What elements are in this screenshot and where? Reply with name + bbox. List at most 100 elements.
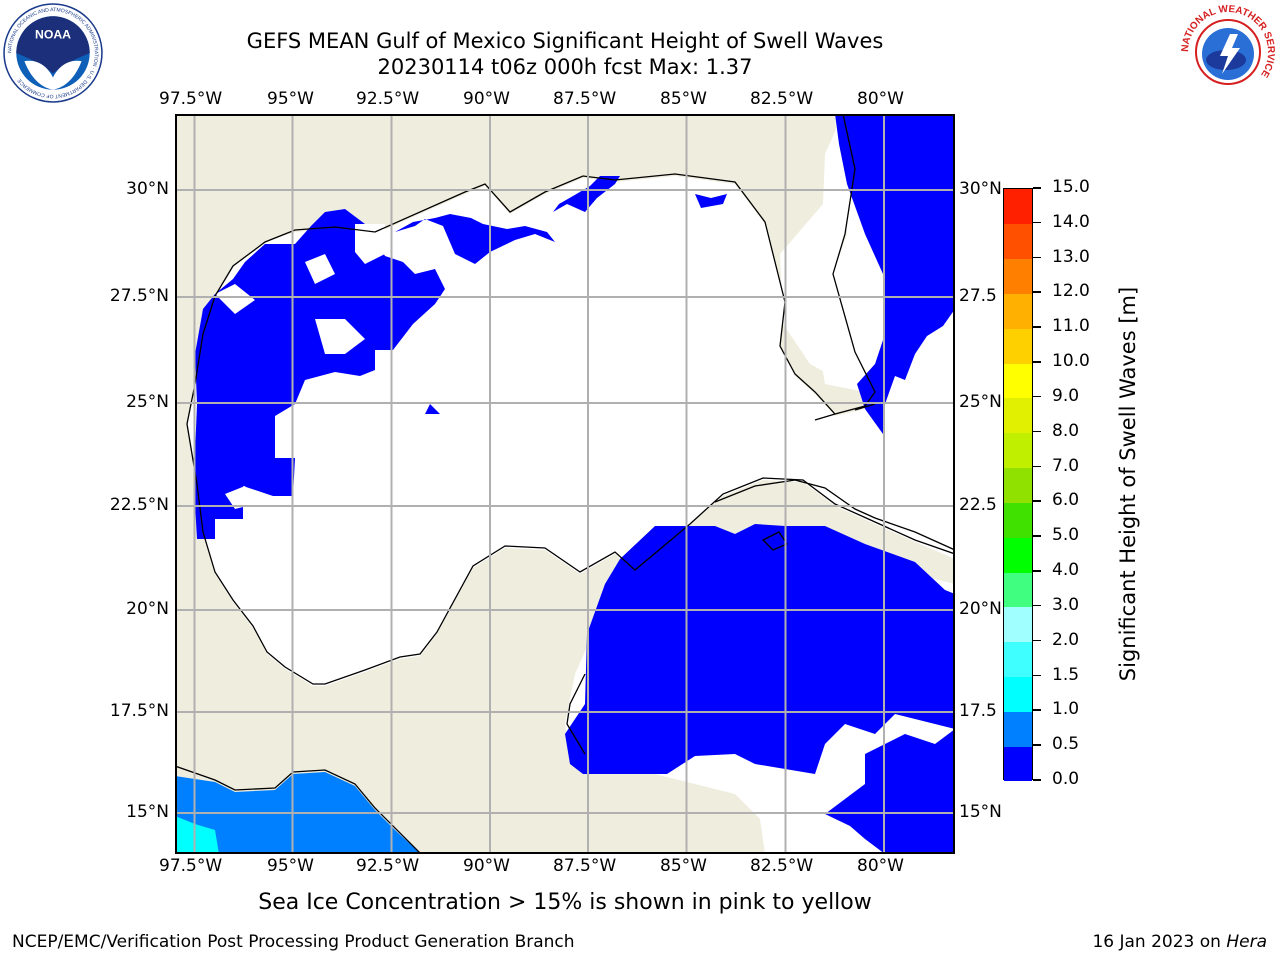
nws-logo: NATIONAL WEATHER SERVICE [1180,4,1276,100]
colorbar-tick-label: 11.0 [1052,316,1090,337]
lon-label-bottom-85w: 85°W [660,856,707,876]
footer-host: Hera [1226,932,1267,952]
lat-label-right-25n: 25°N [959,392,1002,412]
colorbar-segment [1004,328,1032,364]
lon-label-top-82.5w: 82.5°W [750,89,814,109]
graticule [175,114,955,854]
colorbar-tick [1033,361,1041,363]
colorbar-tick-label: 5.0 [1052,525,1080,546]
colorbar-tick [1033,500,1041,502]
lat-label-left-15n: 15°N [126,802,169,822]
lat-label-right-30n: 30°N [959,179,1002,199]
colorbar-tick-label: 0.5 [1052,734,1080,755]
colorbar-title: Significant Height of Swell Waves [m] [1116,286,1140,682]
colorbar-tick [1033,430,1041,433]
colorbar-segment [1004,502,1032,538]
colorbar-tick-label: 9.0 [1052,385,1080,406]
gulf-map [175,114,955,854]
lon-label-bottom-87.5w: 87.5°W [553,856,617,876]
colorbar-segment [1004,432,1032,469]
lat-label-left-20n: 20°N [126,599,169,619]
colorbar-tick [1033,639,1041,642]
colorbar-tick [1033,744,1041,746]
colorbar-tick-label: 3.0 [1052,594,1080,615]
colorbar-tick [1033,535,1041,537]
lon-label-top-80w: 80°W [857,89,904,109]
chart-title: GEFS MEAN Gulf of Mexico Significant Hei… [246,29,884,53]
colorbar-segment [1004,746,1032,782]
colorbar-segment [1004,363,1032,399]
colorbar-tick-label: 15.0 [1052,177,1090,197]
colorbar-segment [1004,258,1032,294]
colorbar-segment [1004,467,1032,503]
colorbar-tick-label: 1.5 [1052,664,1080,685]
colorbar-segment [1004,223,1032,260]
colorbar-segment [1004,606,1032,643]
lon-label-top-90w: 90°W [463,89,510,109]
colorbar-segment [1004,676,1032,712]
colorbar-segment [1004,641,1032,678]
colorbar-tick-label: 14.0 [1052,211,1090,232]
colorbar-tick [1033,604,1041,607]
colorbar-tick-label: 0.0 [1052,769,1080,789]
lat-label-left-27.5n: 27.5°N [109,286,169,306]
colorbar-tick [1033,221,1041,224]
noaa-logo: NOAA NATIONAL OCEANIC AND ATMOSPHERIC AD… [3,3,103,103]
colorbar-tick [1033,674,1041,677]
colorbar-segment [1004,189,1032,225]
swell-holes [215,224,385,509]
lon-label-top-92.5w: 92.5°W [356,89,420,109]
colorbar-tick-label: 8.0 [1052,420,1080,441]
chart-subtitle: 20230114 t06z 000h fcst Max: 1.37 [377,55,753,79]
colorbar-tick [1033,465,1041,468]
lon-label-bottom-82.5w: 82.5°W [750,856,814,876]
lon-label-top-85w: 85°W [660,89,707,109]
lon-label-bottom-80w: 80°W [857,856,904,876]
colorbar-tick [1033,709,1041,711]
colorbar-tick-label: 6.0 [1052,490,1080,511]
colorbar-tick-label: 13.0 [1052,246,1090,267]
lat-label-left-17.5n: 17.5°N [109,701,169,721]
colorbar-tick [1033,779,1041,781]
lat-label-right-15n: 15°N [959,802,1002,822]
lat-label-right-20n: 20°N [959,599,1002,619]
colorbar-segment [1004,537,1032,573]
colorbar-tick [1033,291,1041,293]
colorbar-segment [1004,293,1032,329]
lon-label-bottom-90w: 90°W [463,856,510,876]
lat-label-right-22.5n: 22.5 [959,495,997,515]
colorbar-tick [1033,187,1041,189]
colorbar-tick-label: 4.0 [1052,560,1080,581]
lat-label-right-17.5n: 17.5 [959,701,997,721]
footer-date: 16 Jan 2023 on Hera [1092,932,1267,952]
lon-label-top-95w: 95°W [267,89,314,109]
colorbar-tick [1033,256,1041,259]
map-border [175,114,955,854]
lat-label-left-22.5n: 22.5°N [109,495,169,515]
lat-label-right-27.5n: 27.5 [959,286,997,306]
colorbar-tick-label: 1.0 [1052,699,1080,720]
lon-label-bottom-95w: 95°W [267,856,314,876]
colorbar-segment [1004,711,1032,747]
lat-label-left-25n: 25°N [126,392,169,412]
lat-label-left-30n: 30°N [126,179,169,199]
colorbar-tick [1033,570,1041,572]
colorbar-tick [1033,395,1041,398]
colorbar-segment [1004,572,1032,608]
noaa-logo-text: NOAA [35,28,71,42]
sea-ice-note: Sea Ice Concentration > 15% is shown in … [258,890,872,915]
lon-label-top-97.5w: 97.5°W [159,89,223,109]
colorbar-tick-label: 7.0 [1052,455,1080,476]
colorbar [1003,188,1033,782]
colorbar-tick-label: 10.0 [1052,351,1090,372]
colorbar-tick-label: 12.0 [1052,281,1090,302]
swell-field-1-1.5 [175,816,219,854]
footer-branch: NCEP/EMC/Verification Post Processing Pr… [12,932,575,952]
colorbar-tick [1033,326,1041,328]
lon-label-bottom-92.5w: 92.5°W [356,856,420,876]
lon-label-top-87.5w: 87.5°W [553,89,617,109]
colorbar-tick-label: 2.0 [1052,629,1080,650]
colorbar-segment [1004,397,1032,434]
swell-field-0-0.5 [195,114,955,854]
lon-label-bottom-97.5w: 97.5°W [159,856,223,876]
